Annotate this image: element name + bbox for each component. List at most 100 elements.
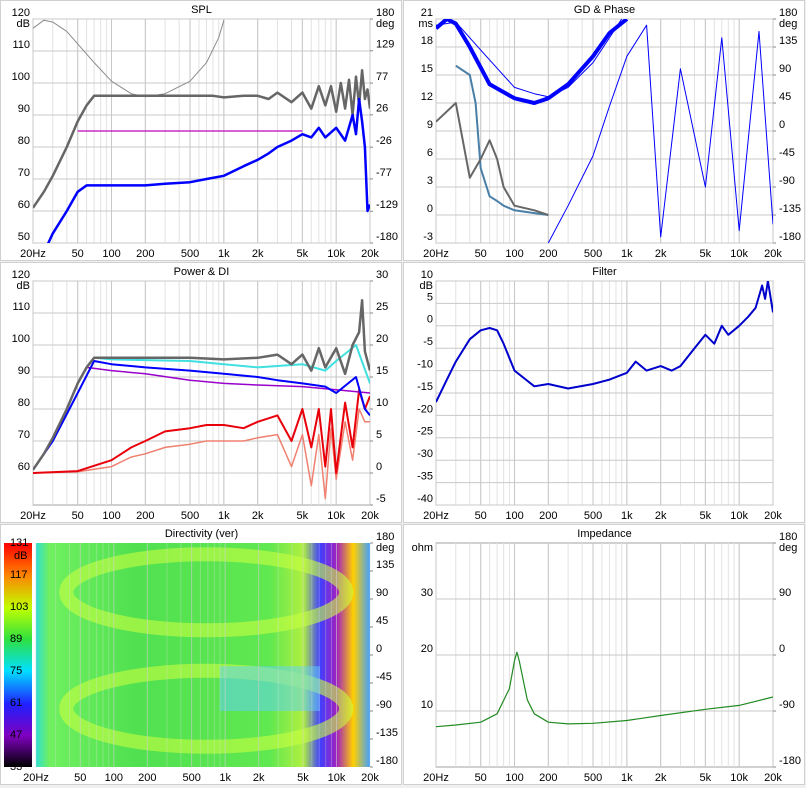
y2-tick-label: 129	[376, 39, 394, 51]
x-tick-label: 5k	[297, 772, 309, 784]
x-tick-label: 500	[181, 510, 199, 522]
y2-tick-label: 20	[376, 333, 388, 345]
series-line	[436, 102, 549, 216]
x-tick-label: 2k	[253, 772, 265, 784]
y2-tick-label: -26	[376, 135, 392, 147]
series-line	[436, 19, 623, 98]
x-tick-label: 100	[505, 248, 523, 260]
y-tick-label: 80	[18, 135, 30, 147]
y-tick-label: 110	[12, 39, 30, 51]
series-line	[33, 408, 370, 500]
x-tick-label: 10k	[730, 510, 748, 522]
series-line	[86, 366, 370, 394]
x-tick-label: 50	[72, 510, 84, 522]
x-tick-label: 500	[181, 248, 199, 260]
colorbar-tick-label: 117	[10, 569, 28, 581]
y2-axis-unit: deg	[376, 18, 394, 30]
x-tick-label: 2k	[655, 772, 667, 784]
x-tick-label: 200	[136, 248, 154, 260]
y2-axis-unit: deg	[376, 542, 394, 554]
y-axis-unit: ohm	[412, 542, 433, 554]
y-axis-unit: ms	[418, 18, 433, 30]
chart-title: Filter	[592, 266, 617, 278]
x-tick-label: 1k	[218, 510, 230, 522]
y-tick-label: 20	[421, 643, 433, 655]
y2-tick-label: 135	[376, 559, 394, 571]
series-line	[33, 360, 370, 471]
x-tick-label: 2k	[655, 510, 667, 522]
y2-tick-label: -45	[376, 671, 392, 683]
y-tick-label: 120	[12, 7, 30, 19]
chart-title: Power & DI	[174, 266, 230, 278]
y-tick-label: -3	[423, 231, 433, 243]
y-tick-label: 9	[427, 119, 433, 131]
colorbar-tick-label: 61	[10, 697, 22, 709]
x-tick-label: 100	[105, 772, 123, 784]
y-tick-label: -35	[417, 471, 433, 483]
y-tick-label: 110	[12, 301, 30, 313]
y-tick-label: 6	[427, 147, 433, 159]
y2-tick-label: 0	[779, 643, 785, 655]
x-tick-label: 50	[475, 510, 487, 522]
x-tick-label: 50	[74, 772, 86, 784]
chart-title: SPL	[191, 4, 212, 16]
y-tick-label: 120	[12, 269, 30, 281]
x-tick-label: 5k	[700, 248, 712, 260]
x-tick-label: 10k	[730, 248, 748, 260]
y2-tick-label: 180	[376, 531, 394, 543]
y2-tick-label: 26	[376, 103, 388, 115]
y-tick-label: 18	[421, 35, 433, 47]
colorbar-tick-label: 47	[10, 729, 22, 741]
y-tick-label: -30	[417, 448, 433, 460]
y2-tick-label: 135	[779, 35, 797, 47]
series-line	[436, 19, 629, 105]
x-tick-label: 2k	[252, 510, 264, 522]
colorbar-tick-label: 103	[10, 601, 28, 613]
series-line	[94, 344, 370, 384]
x-tick-label: 100	[505, 510, 523, 522]
y-tick-label: -10	[417, 359, 433, 371]
y-axis-unit: dB	[17, 18, 30, 30]
x-tick-label: 200	[539, 248, 557, 260]
y-tick-label: 5	[427, 291, 433, 303]
x-tick-label: 20Hz	[20, 510, 46, 522]
y-tick-label: 15	[421, 63, 433, 75]
x-tick-label: 10k	[327, 248, 345, 260]
y-tick-label: 70	[18, 167, 30, 179]
panel: SPL 20Hz 50 100 200 500 1k 2k 5k 10k 20k 50 60 70 80 90…	[0, 0, 402, 261]
x-tick-label: 500	[584, 510, 602, 522]
y-tick-label: 70	[18, 429, 30, 441]
y-tick-label: 100	[12, 333, 30, 345]
x-tick-label: 20k	[361, 510, 379, 522]
y2-tick-label: -180	[376, 231, 398, 243]
y2-tick-label: -90	[376, 699, 392, 711]
x-tick-label: 20Hz	[423, 248, 449, 260]
x-tick-label: 10k	[328, 772, 346, 784]
series-line	[33, 298, 370, 471]
y-tick-label: 90	[18, 365, 30, 377]
y-axis-unit: dB	[17, 280, 30, 292]
x-tick-label: 20k	[764, 248, 782, 260]
y2-tick-label: 180	[779, 531, 797, 543]
x-tick-label: 200	[539, 772, 557, 784]
colorbar-label: dB	[14, 550, 27, 562]
y2-tick-label: 90	[779, 587, 791, 599]
x-tick-label: 5k	[700, 772, 712, 784]
x-tick-label: 20k	[764, 510, 782, 522]
y2-tick-label: -45	[779, 147, 795, 159]
y2-tick-label: -90	[779, 175, 795, 187]
y-tick-label: -15	[417, 381, 433, 393]
chart-title: Directivity (ver)	[165, 528, 238, 540]
x-tick-label: 50	[475, 772, 487, 784]
series-line	[46, 97, 370, 243]
y2-tick-label: -5	[376, 493, 386, 505]
x-tick-label: 500	[584, 248, 602, 260]
x-tick-label: 200	[138, 772, 156, 784]
colorbar-tick-label: 75	[10, 665, 22, 677]
y2-tick-label: -77	[376, 167, 392, 179]
chart-title: GD & Phase	[574, 4, 635, 16]
y2-axis-unit: deg	[779, 542, 797, 554]
y-tick-label: 60	[18, 461, 30, 473]
